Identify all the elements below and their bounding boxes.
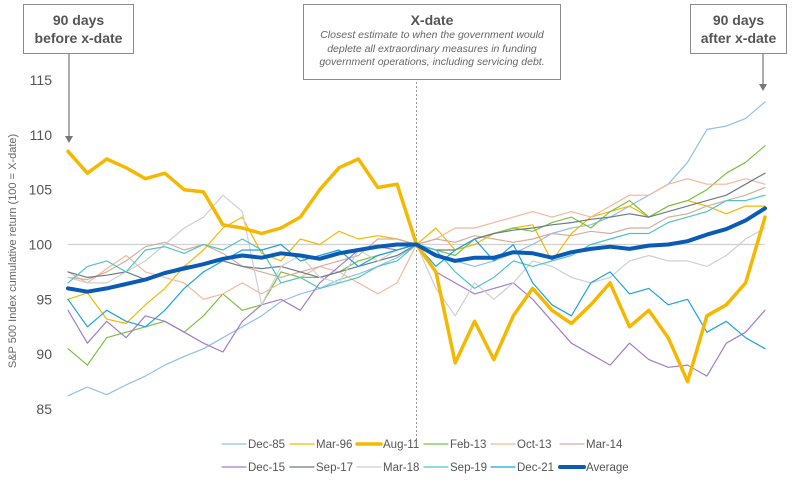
legend-label-sep-19: Sep-19 [450, 462, 487, 474]
callout-before-line1: 90 days [52, 12, 105, 28]
legend-label-oct-13: Oct-13 [517, 439, 552, 451]
callout-x-date: X-date Closest estimate to when the gove… [303, 4, 561, 80]
callout-before-line2: before x-date [34, 30, 123, 46]
callout-90-days-before: 90 days before x-date [23, 4, 134, 54]
legend-label-sep-17: Sep-17 [316, 462, 353, 474]
y-tick-label: 115 [30, 72, 53, 88]
callout-xdate-desc-3: government operations, including servici… [319, 56, 545, 68]
series-line-average [66, 206, 767, 294]
callout-xdate-title: X-date [410, 12, 454, 28]
legend-label-mar-18: Mar-18 [383, 462, 419, 474]
legend-label-dec-15: Dec-15 [248, 462, 285, 474]
y-tick-label: 90 [36, 346, 52, 362]
y-tick-label: 95 [36, 291, 52, 307]
callout-after-line1: 90 days [712, 12, 765, 28]
callout-90-days-after: 90 days after x-date [690, 4, 787, 54]
arrow-after-head-icon [759, 84, 767, 91]
y-tick-label: 100 [29, 237, 53, 253]
legend-label-feb-13: Feb-13 [450, 439, 486, 451]
legend-label-dec-85: Dec-85 [248, 439, 285, 451]
y-tick-label: 110 [30, 127, 53, 143]
y-axis-label: S&P 500 Index cumulative return (100 = X… [7, 134, 19, 368]
y-tick-label: 105 [29, 182, 53, 198]
arrow-before-head-icon [65, 136, 73, 143]
legend-label-dec-21: Dec-21 [517, 462, 554, 474]
legend-label-average: Average [586, 462, 629, 474]
callout-after-line2: after x-date [700, 30, 777, 46]
callout-xdate-desc-2: deplete all extraordinary measures in fu… [327, 42, 537, 55]
legend-label-mar-96: Mar-96 [316, 439, 352, 451]
legend-label-aug-11: Aug-11 [383, 439, 419, 451]
callout-xdate-desc-1: Closest estimate to when the government … [320, 29, 544, 41]
legend-label-mar-14: Mar-14 [586, 439, 623, 451]
series-line-mar-14 [67, 186, 766, 281]
y-tick-label: 85 [36, 401, 52, 417]
